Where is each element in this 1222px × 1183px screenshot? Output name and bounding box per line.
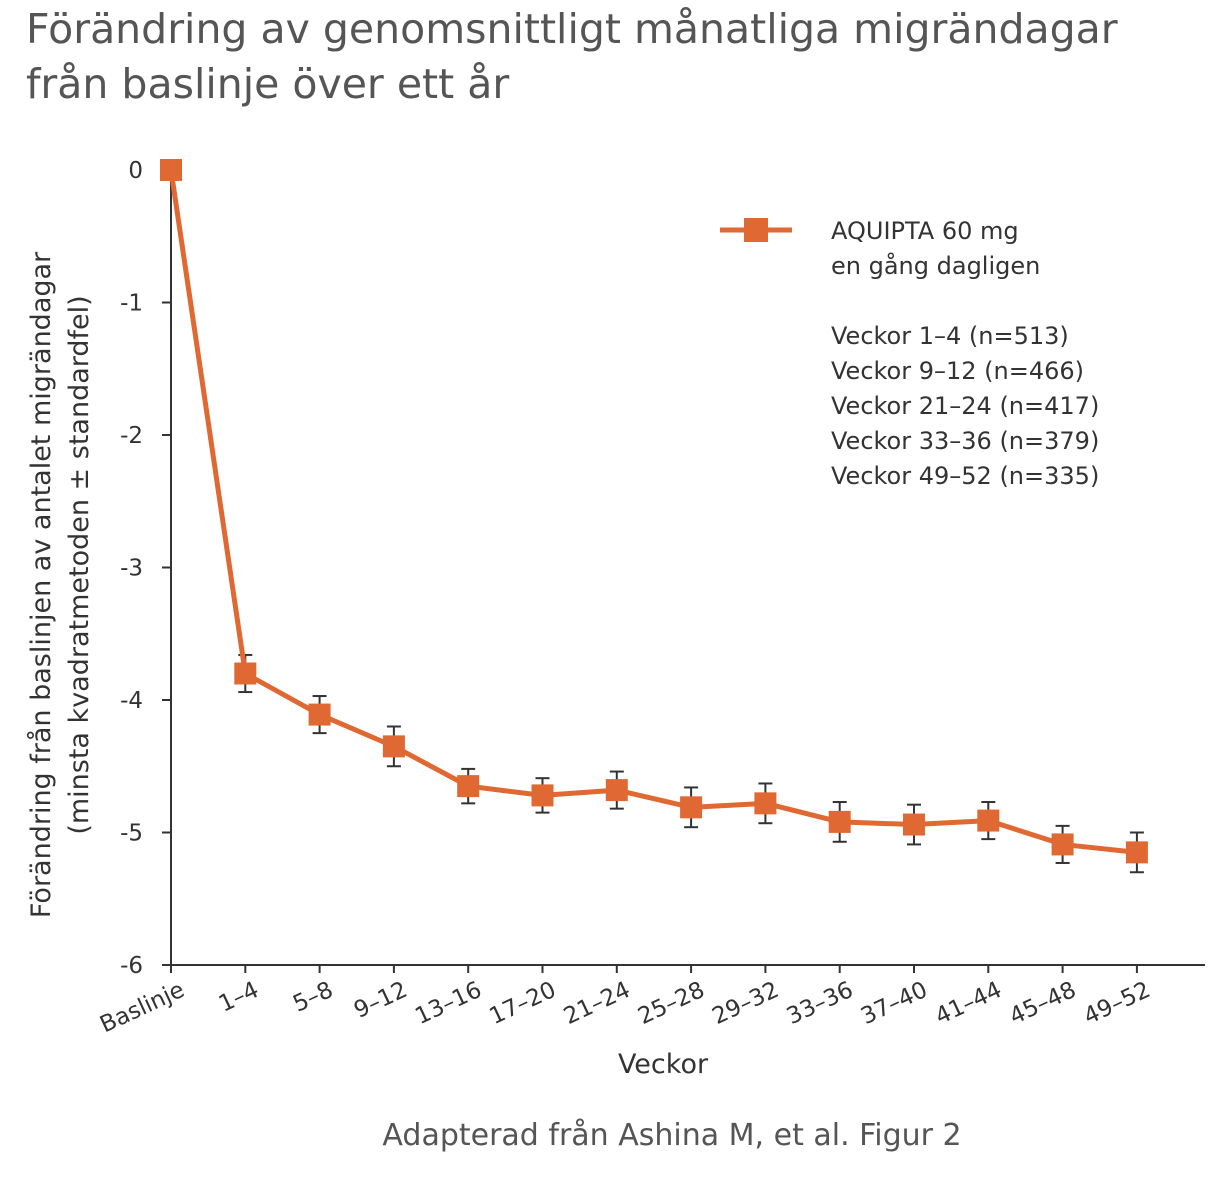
x-tick-label: 21–24 [560, 977, 634, 1030]
y-tick-label: -1 [120, 291, 143, 317]
legend-n-line: Veckor 33–36 (n=379) [831, 427, 1099, 455]
legend-n-line: Veckor 1–4 (n=513) [831, 322, 1069, 350]
legend-label-line1: AQUIPTA 60 mg [831, 217, 1019, 245]
legend-label-line2: en gång dagligen [831, 251, 1040, 280]
data-point [605, 779, 628, 802]
data-point [234, 662, 257, 685]
y-ticks: 0 -1 -2 -3 -4 -5 -6 [120, 158, 171, 979]
data-point [977, 809, 1000, 832]
x-tick-label: 17–20 [486, 977, 560, 1030]
chart-title: Förändring av genomsnittligt månatliga m… [26, 2, 1206, 112]
y-tick-label: -2 [120, 423, 143, 449]
y-tick-label: -6 [120, 953, 143, 979]
legend-n-line: Veckor 9–12 (n=466) [831, 357, 1084, 385]
x-tick-label: 13–16 [411, 977, 485, 1030]
data-point [1125, 841, 1148, 864]
y-tick-label: -5 [120, 821, 143, 847]
x-tick-label: 5–8 [289, 977, 337, 1018]
x-axis-title: Veckor [618, 1049, 709, 1080]
y-axis-title-line2: (minsta kvadratmetoden ± standardfel) [64, 295, 95, 834]
x-tick-label: Baslinje [96, 977, 188, 1039]
legend-n-line: Veckor 49–52 (n=335) [831, 462, 1099, 490]
source-note: Adapterad från Ashina M, et al. Figur 2 [382, 1118, 961, 1153]
x-tick-label: 33–36 [783, 977, 857, 1030]
x-tick-label: 25–28 [634, 977, 708, 1030]
series-line-group [168, 169, 1138, 855]
legend-marker-sample [744, 218, 768, 242]
y-tick-label: -4 [120, 688, 143, 714]
x-tick-label: 49–52 [1080, 977, 1154, 1030]
data-point [457, 775, 480, 798]
legend: AQUIPTA 60 mg en gång dagligen Veckor 1–… [720, 217, 1099, 490]
chart-axes [170, 170, 1205, 966]
x-tick-label: 1–4 [215, 977, 263, 1018]
error-bars [238, 653, 1144, 874]
data-point [754, 792, 777, 815]
legend-n-line: Veckor 21–24 (n=417) [831, 392, 1099, 420]
series-markers [160, 159, 1148, 864]
data-point [1051, 833, 1074, 856]
x-tick-label: 37–40 [857, 977, 931, 1030]
x-tick-label: 45–48 [1006, 977, 1080, 1030]
y-axis-title-line1: Förändring från baslinjen av antalet mig… [26, 251, 57, 918]
x-tick-label: 41–44 [931, 977, 1005, 1030]
series-line [168, 169, 1138, 855]
y-tick-label: -3 [120, 556, 143, 582]
chart-title-line1: Förändring av genomsnittligt månatliga m… [26, 5, 1118, 53]
data-point [531, 784, 554, 807]
x-tick-label: 9–12 [350, 977, 411, 1024]
data-point [903, 813, 925, 836]
data-point [382, 735, 405, 758]
data-point [828, 810, 851, 833]
data-point [680, 796, 703, 819]
x-tick-label: 29–32 [708, 977, 782, 1030]
data-point [160, 159, 182, 181]
y-tick-label: 0 [128, 158, 143, 184]
x-ticks: Baslinje 1–4 5–8 9–12 13–16 17–20 21–24 25–28 29… [96, 965, 1154, 1038]
chart-title-line2: från baslinje över ett år [26, 60, 510, 108]
data-point [308, 703, 331, 726]
